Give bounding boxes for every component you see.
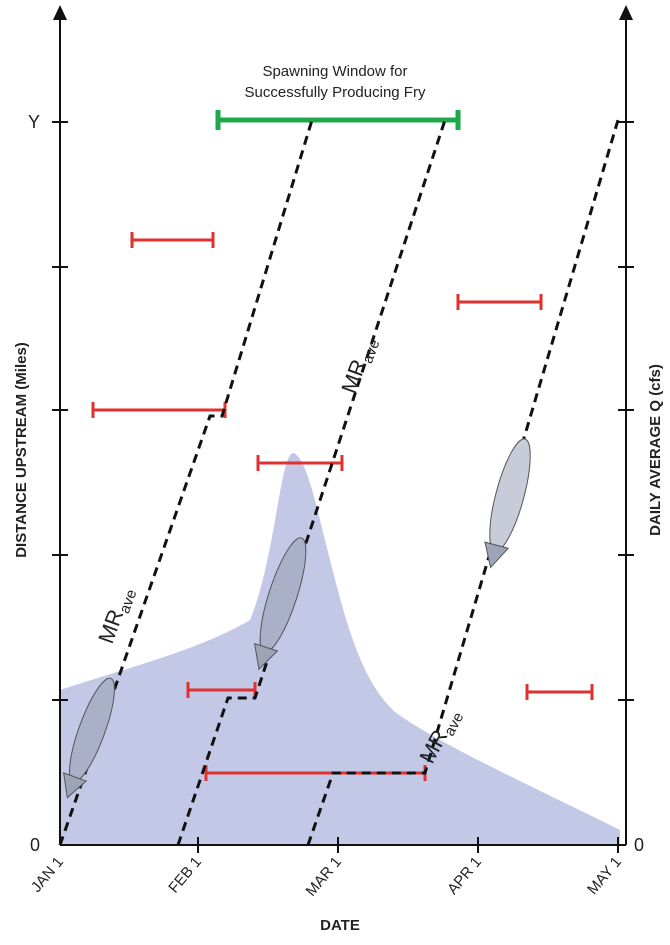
mr-label: MRave: [336, 333, 383, 398]
spawning-bar: [218, 110, 458, 130]
x-tick-label: JAN 1: [28, 854, 67, 896]
spawning-window-label: Successfully Producing Fry: [245, 84, 426, 101]
diagram: Spawning Window for Successfully Produci…: [0, 0, 670, 940]
y-axis-label: DISTANCE UPSTREAM (Miles): [13, 342, 30, 558]
x-axis-label: DATE: [320, 917, 360, 934]
mr-label: MRave: [93, 583, 140, 648]
x-tick-label: MAR 1: [303, 854, 345, 900]
x-tick-label: MAY 1: [584, 854, 625, 898]
y2-zero-label: 0: [634, 835, 644, 855]
y2-axis-label: DAILY AVERAGE Q (cfs): [647, 364, 664, 536]
flow-area: [60, 453, 620, 845]
x-tick-label: APR 1: [444, 854, 485, 898]
y-top-label: Y: [28, 112, 40, 132]
x-tick-label: FEB 1: [165, 854, 205, 897]
y-zero-label: 0: [30, 835, 40, 855]
spawning-window-label: Spawning Window for: [262, 63, 407, 80]
